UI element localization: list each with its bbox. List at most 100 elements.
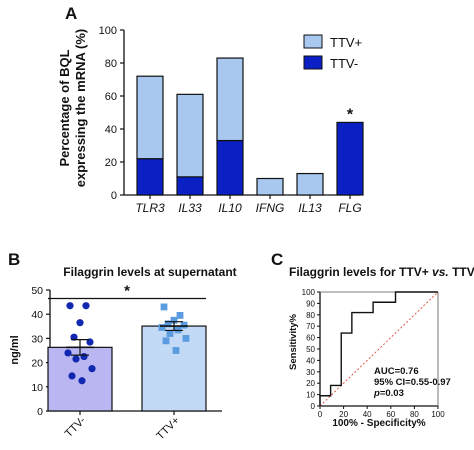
panel-a-significance-star: * (347, 106, 354, 123)
panel-b-point (162, 337, 170, 345)
panel-a-bar-il10-ttv (216, 57, 244, 142)
panel-b-point (166, 330, 174, 337)
panel-c-y-tick-label: 90 (306, 299, 315, 308)
panel-a-y-tick-label: 20 (105, 157, 117, 169)
panel-b-point (160, 303, 168, 311)
panel-b-point (66, 302, 74, 310)
panel-a-ylabel-line1: Percentage of BQL (57, 49, 72, 166)
panel-b-y-tick-label: 0 (37, 406, 43, 418)
panel-a-x-tick-label-il33: IL33 (178, 201, 202, 215)
panel-c-letter: C (271, 250, 283, 269)
panel-b-point (158, 324, 166, 331)
panel-b-point (170, 316, 178, 324)
panel-b-point (180, 321, 188, 329)
panel-b-point (72, 355, 80, 363)
panel-a-y-tick-label: 80 (105, 58, 117, 70)
panel-b-point (182, 335, 190, 342)
panel-b-point (68, 372, 76, 380)
panel-a-x-tick-label-ifng: IFNG (256, 201, 285, 215)
panel-a-x-tick-label-il10: IL10 (218, 201, 242, 215)
panel-a-bar-ifng-ttv (256, 177, 284, 196)
panel-c-y-tick-label: 50 (306, 345, 315, 354)
panel-c-pvalue: p=0.03 (373, 388, 404, 399)
panel-b-y-tick-labels: 0 10 20 30 40 50 (31, 285, 50, 418)
panel-a: A Percentage of BQL expressing the mRNA … (57, 4, 364, 215)
panel-a-letter: A (65, 4, 77, 23)
legend-label-ttv-minus: TTV- (330, 56, 358, 71)
panel-c-y-tick-label: 30 (306, 368, 315, 377)
panel-b-y-tick-label: 30 (31, 333, 43, 345)
panel-b-significance: * (48, 282, 206, 299)
panel-b-point (176, 312, 184, 319)
panel-c-y-ticks: 0 10 20 30 40 50 60 70 80 90 100 (302, 288, 320, 411)
panel-c-auc: AUC=0.76 (374, 366, 419, 377)
panel-b-y-tick-label: 40 (31, 309, 43, 321)
panel-a-ylabel-line2: expressing the mRNA (%) (73, 29, 88, 187)
panel-a-legend: TTV+ TTV- (303, 34, 362, 71)
panel-b-point (88, 365, 96, 373)
panel-c-y-tick-label: 0 (311, 402, 316, 411)
panel-c: C Filaggrin levels for TTV+ vs. TTV- Sen… (271, 250, 474, 429)
panel-b-bar-ttv (141, 325, 207, 412)
legend-label-ttv-plus: TTV+ (330, 35, 362, 50)
panel-c-x-tick-label: 60 (386, 410, 395, 419)
panel-a-bars (136, 57, 364, 196)
panel-a-y-tick-label: 0 (111, 190, 117, 202)
panel-a-x-tick-labels: TLR3 IL33 IL10 IFNG IL13 FLG (135, 195, 362, 215)
panel-a-y-tick-label: 40 (105, 124, 117, 136)
panel-a-bar-il13-ttv (296, 172, 324, 196)
panel-b-point (164, 320, 172, 328)
panel-b-error-bars (66, 321, 188, 356)
panel-b-ylabel: ng/ml (9, 335, 21, 364)
panel-b-letter: B (8, 250, 20, 269)
panel-a-bar-flg-ttv (336, 121, 364, 196)
panel-c-ylabel: Sensitivity% (288, 313, 299, 370)
panel-b-point (78, 377, 86, 385)
panel-b-point (70, 333, 78, 341)
panel-c-y-tick-label: 60 (306, 334, 315, 343)
panel-c-y-tick-label: 100 (302, 288, 316, 297)
panel-b-point (172, 347, 180, 354)
panel-c-x-ticks: 0 20 40 60 80 100 (318, 406, 445, 419)
panel-b-x-tick-label-ttv: TTV- (63, 414, 89, 440)
panel-a-x-tick-label-flg: FLG (338, 201, 361, 215)
panel-b-point (76, 319, 84, 327)
panel-b: B Filaggrin levels at supernatant ng/ml … (8, 250, 237, 442)
panel-b-y-tick-label: 50 (31, 285, 43, 297)
panel-a-bar-tlr3-ttv (136, 75, 164, 160)
panel-a-y-tick-label: 60 (105, 91, 117, 103)
panel-b-significance-star: * (124, 282, 130, 299)
panel-a-x-tick-label-tlr3: TLR3 (135, 201, 165, 215)
panel-a-x-tick-label-il13: IL13 (298, 201, 322, 215)
panel-c-y-tick-label: 80 (306, 311, 315, 320)
panel-a-bar-il33-ttv (176, 176, 204, 196)
panel-b-point (80, 352, 88, 361)
panel-c-x-tick-label: 0 (318, 410, 323, 419)
panel-b-point (86, 338, 94, 346)
panel-c-y-tick-label: 10 (306, 391, 315, 400)
panel-c-x-tick-label: 100 (431, 410, 445, 419)
panel-c-roc-curve (319, 291, 438, 406)
panel-c-x-tick-label: 40 (363, 410, 372, 419)
panel-c-y-tick-label: 40 (306, 356, 315, 365)
panel-b-point (64, 349, 72, 357)
panel-b-x-tick-labels: TTV- TTV+ (63, 411, 182, 442)
panel-b-y-tick-label: 20 (31, 358, 43, 370)
panel-c-title: Filaggrin levels for TTV+ vs. TTV- (289, 265, 474, 279)
panel-c-x-tick-label: 20 (339, 410, 348, 419)
panel-c-ci: 95% CI=0.55-0.97 (374, 377, 451, 388)
legend-swatch-ttv-minus (303, 55, 323, 70)
panel-b-y-tick-label: 10 (31, 382, 43, 394)
panel-b-x-tick-label-ttv: TTV+ (154, 415, 182, 443)
panel-c-y-tick-label: 70 (306, 322, 315, 331)
legend-swatch-ttv-plus (303, 34, 323, 49)
panel-c-xlabel: 100% - Specificity% (332, 418, 425, 429)
panel-c-reference-line (319, 291, 439, 407)
panel-c-x-tick-label: 80 (410, 410, 419, 419)
panel-c-y-tick-label: 20 (306, 379, 315, 388)
panel-c-stats: AUC=0.76 95% CI=0.55-0.97 p=0.03 (373, 366, 451, 399)
panel-a-bar-il10-ttv (216, 139, 244, 196)
panel-b-point (82, 302, 90, 310)
panel-a-bar-il33-ttv (176, 93, 204, 178)
